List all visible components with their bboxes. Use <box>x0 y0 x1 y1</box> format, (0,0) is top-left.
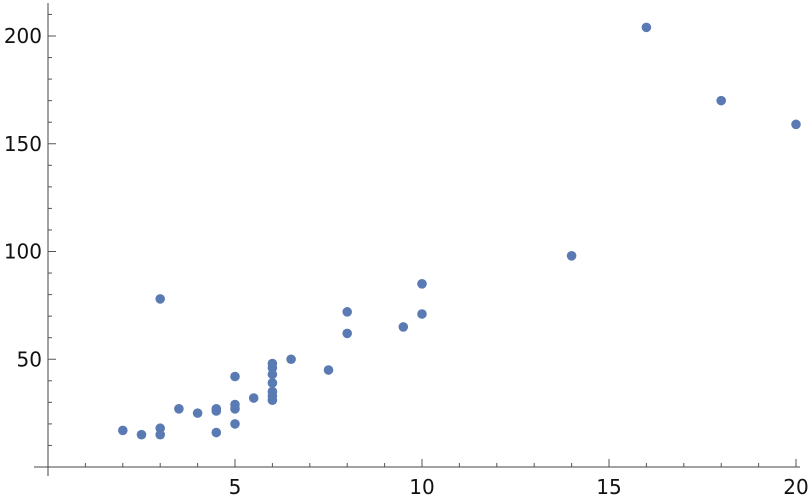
x-tick-label: 15 <box>596 475 621 499</box>
x-ticks <box>84 459 797 467</box>
data-point <box>566 251 577 261</box>
data-point <box>155 429 165 440</box>
data-point <box>211 406 222 416</box>
y-tick-label: 50 <box>17 347 42 371</box>
data-point <box>211 427 222 438</box>
data-point <box>342 307 353 317</box>
data-point <box>248 393 259 403</box>
x-tick-label: 20 <box>783 475 808 499</box>
data-point <box>791 119 801 130</box>
data-point <box>192 408 203 418</box>
data-point <box>267 378 278 388</box>
data-point <box>136 429 147 440</box>
y-tick-label: 100 <box>4 240 42 264</box>
data-point <box>174 404 184 414</box>
data-point <box>342 328 353 339</box>
data-point <box>267 369 278 380</box>
data-point <box>286 354 296 365</box>
y-tick-label: 150 <box>4 132 42 156</box>
data-point <box>267 395 278 405</box>
data-point <box>118 425 128 436</box>
x-tick-labels: 5 10 15 20 <box>229 475 809 499</box>
data-point <box>230 404 240 414</box>
x-tick-label: 10 <box>409 475 434 499</box>
axes <box>34 3 800 476</box>
data-point <box>716 95 726 106</box>
data-point <box>155 294 165 304</box>
data-point <box>417 309 427 319</box>
y-tick-labels: 50 100 150 200 <box>4 24 42 371</box>
x-tick-label: 5 <box>229 475 242 499</box>
data-point <box>230 419 240 429</box>
data-point <box>230 371 240 382</box>
data-point <box>323 365 334 375</box>
data-points <box>118 22 801 440</box>
y-tick-label: 200 <box>4 24 42 48</box>
y-ticks <box>48 13 56 446</box>
data-point <box>641 22 652 33</box>
data-point <box>417 279 427 289</box>
data-point <box>398 322 409 332</box>
